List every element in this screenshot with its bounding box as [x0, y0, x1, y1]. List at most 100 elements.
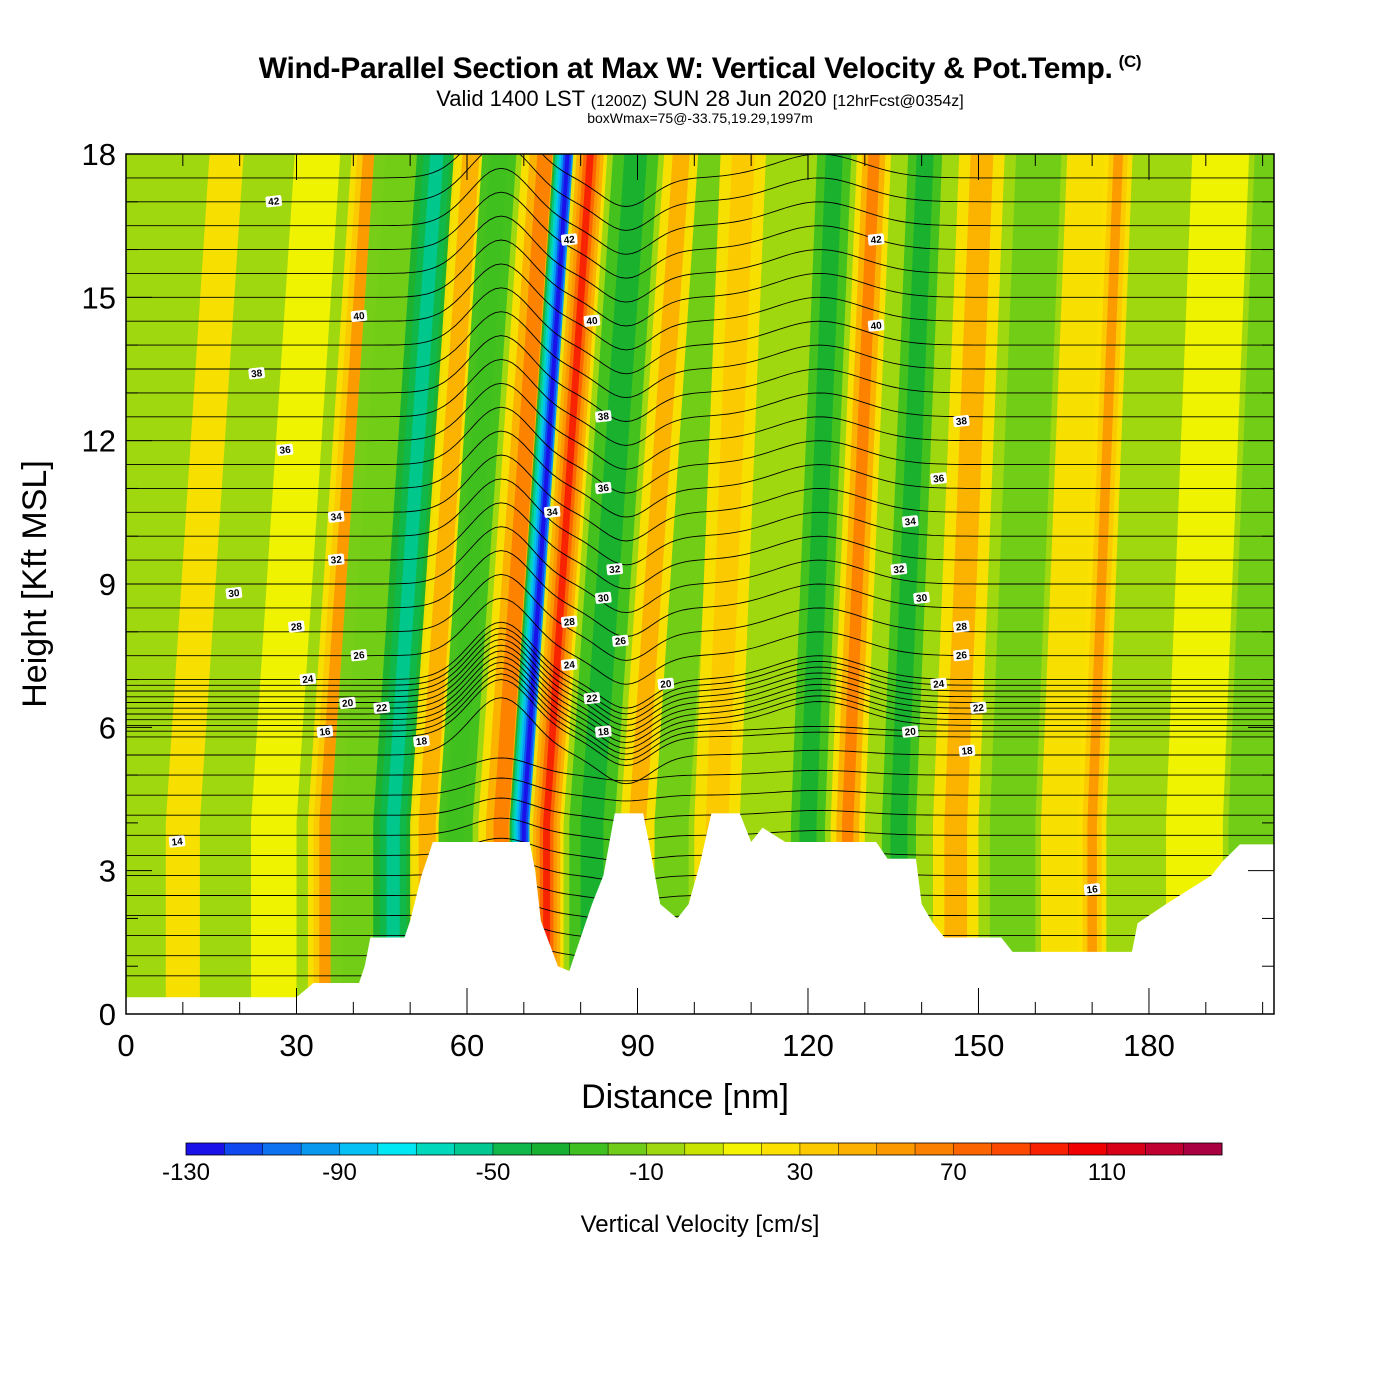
theta-contour-line	[126, 633, 1274, 721]
theta-label-box	[953, 620, 970, 633]
y-axis-label: Height [Kft MSL]	[16, 460, 54, 708]
theta-contour-line	[126, 154, 1274, 207]
theta-label-box	[560, 233, 578, 246]
theta-label: 18	[597, 727, 610, 739]
plot-area: 42 42 42 40 40 40 38 38 38 36 36 36 34 34 34 32 32 32 30 30…	[126, 154, 1274, 1014]
chart-title: Wind-Parallel Section at Max W: Vertical…	[0, 52, 1400, 86]
theta-label-group: 42	[867, 233, 885, 247]
colorbar-swatch	[1106, 1143, 1146, 1155]
velocity-band	[890, 154, 934, 1014]
theta-label-box	[225, 586, 243, 600]
theta-label-group: 30	[913, 591, 930, 605]
valid-date-text: SUN 28 Jun 2020	[652, 86, 827, 111]
theta-label-box	[606, 563, 624, 576]
theta-label: 26	[955, 650, 968, 662]
colorbar-tick-label: 30	[787, 1159, 814, 1186]
theta-label-box	[373, 701, 391, 714]
theta-label-group: 34	[543, 505, 561, 519]
theta-label-group: 32	[606, 563, 624, 576]
theta-label-box	[890, 563, 908, 576]
x-tick-label: 180	[1123, 1028, 1175, 1063]
theta-label-box	[953, 414, 970, 428]
theta-contour-line	[126, 550, 1274, 637]
theta-label-group: 24	[299, 672, 317, 686]
colorbar-swatch	[1068, 1143, 1108, 1155]
theta-label-group: 36	[595, 481, 612, 495]
colorbar: -130 -90 -50 -10 30 70 110 Vertical Velocity [c…	[162, 1142, 1223, 1238]
theta-label: 20	[660, 679, 673, 691]
theta-label-box	[612, 634, 629, 647]
theta-label: 34	[546, 507, 559, 519]
theta-label-box	[901, 515, 919, 528]
theta-label-group: 20	[339, 696, 356, 710]
theta-contour-line	[126, 573, 1274, 661]
theta-label-box	[1083, 883, 1101, 896]
x-tick-label: 90	[620, 1028, 654, 1063]
valid-zulu-text: (1200Z)	[590, 93, 647, 110]
colorbar-swatch	[301, 1143, 340, 1155]
colorbar-swatch	[953, 1143, 993, 1155]
theta-label-box	[867, 233, 885, 246]
velocity-band	[447, 154, 508, 1014]
theta-contour-line	[126, 406, 1274, 494]
theta-label-group: 28	[288, 620, 305, 634]
velocity-band	[705, 154, 755, 1014]
theta-label-group: 30	[225, 586, 243, 600]
theta-label-box	[265, 195, 283, 208]
theta-label-group: 28	[953, 620, 970, 634]
colorbar-swatch	[186, 1143, 225, 1155]
velocity-band	[319, 154, 375, 1014]
theta-label-box	[970, 701, 987, 714]
colorbar-frame	[185, 1142, 1223, 1156]
theta-contour-line	[126, 239, 1274, 327]
theta-label: 32	[893, 564, 906, 576]
theta-label-box	[276, 443, 294, 456]
colorbar-swatch	[876, 1143, 916, 1155]
colorbar-swatch	[838, 1143, 878, 1155]
theta-label: 18	[961, 746, 974, 758]
theta-label-box	[913, 591, 930, 604]
theta-label-group: 38	[595, 410, 612, 423]
theta-label: 20	[342, 698, 355, 710]
theta-label-group: 22	[583, 692, 601, 705]
colorbar-swatch	[531, 1143, 571, 1155]
colorbar-swatch	[339, 1143, 379, 1155]
colorbar-swatch	[723, 1143, 763, 1155]
theta-label: 42	[268, 196, 281, 208]
colorbar-swatch	[1183, 1143, 1223, 1155]
theta-label: 36	[279, 445, 292, 457]
box-info-text: boxWmax=75@-33.75,19.29,1997m	[587, 110, 813, 126]
theta-label: 26	[614, 636, 627, 648]
theta-label: 38	[597, 411, 610, 423]
theta-label-box	[299, 672, 317, 686]
x-axis-label: Distance [nm]	[581, 1078, 789, 1116]
copyright-mark: (C)	[1118, 52, 1142, 71]
colorbar-swatch	[608, 1143, 647, 1155]
colorbar-swatch	[915, 1143, 954, 1155]
theta-label-group: 18	[595, 725, 612, 739]
chart-title-text: Wind-Parallel Section at Max W: Vertical…	[258, 52, 1113, 85]
theta-label-group: 40	[583, 314, 601, 328]
theta-contour-line	[126, 837, 1274, 862]
theta-contour-line	[126, 797, 1274, 822]
colorbar-swatch	[1145, 1143, 1185, 1155]
theta-label-box	[657, 677, 675, 690]
theta-label: 28	[563, 617, 576, 629]
theta-label-group: 24	[560, 658, 578, 672]
velocity-band	[493, 154, 553, 1014]
theta-label-group: 20	[657, 677, 675, 691]
theta-contour-line	[126, 311, 1274, 399]
theta-label-group: 32	[327, 553, 345, 567]
theta-label-box	[327, 510, 345, 523]
velocity-band	[580, 154, 648, 1014]
theta-contour-line	[126, 661, 1274, 749]
theta-contour-line	[126, 757, 1274, 782]
theta-label: 32	[330, 555, 343, 567]
theta-label: 24	[933, 679, 946, 691]
theta-label-box	[316, 725, 334, 738]
theta-label: 40	[586, 316, 599, 328]
theta-contour-line	[126, 478, 1274, 566]
theta-label-group: 26	[953, 649, 970, 662]
